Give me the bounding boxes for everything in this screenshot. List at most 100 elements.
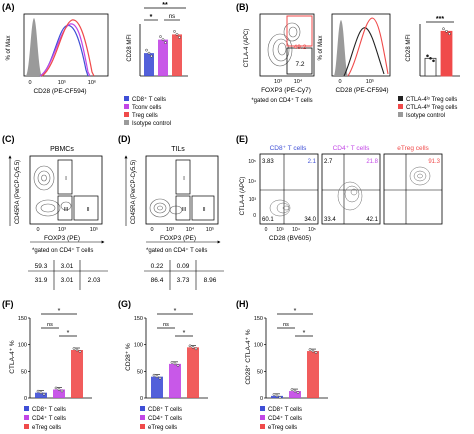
legend-label: CD8⁺ T cells <box>148 406 182 413</box>
panel-d-letter: (D) <box>118 134 131 144</box>
data-point <box>173 362 177 366</box>
legend-label: CD4⁺ T cells <box>148 415 182 422</box>
data-point <box>275 394 279 398</box>
panel-e-plot-frame <box>321 153 381 225</box>
panel-b: (B) 49.2 7.2 CTLA-4 (APC) 10³ 10⁴ FOXP3 … <box>236 2 460 119</box>
panel-h-letter: (H) <box>236 299 249 309</box>
panel-b-contour <box>267 22 301 67</box>
data-point <box>42 392 46 396</box>
panel-b-gate-hi <box>286 15 313 47</box>
panel-c-table-cell: 3.01 <box>61 277 74 284</box>
panel-b-gate-lo <box>286 47 313 75</box>
panel-e-quad-ul: 3.83 <box>262 159 274 165</box>
panel-a-legend-item: Treg cells <box>132 113 158 119</box>
panel-d-title: TILs <box>171 146 185 153</box>
panel-d-contour <box>149 198 183 218</box>
panel-g-bar-chart: 0 50 100 150 * ns * CD8⁺ T cells CD4⁺ T cells eTr… <box>134 308 208 431</box>
data-point <box>176 364 180 367</box>
data-point <box>296 391 300 394</box>
panel-d-xtick: 10³ <box>166 227 174 233</box>
y-tick-label: 100 <box>134 343 143 349</box>
panel-d-table-cell: 3.73 <box>177 277 190 284</box>
bar-cd8 <box>144 53 154 76</box>
data-point <box>78 350 82 353</box>
y-tick-label: 100 <box>18 343 27 349</box>
legend-label: CD8⁺ T cells <box>32 406 66 413</box>
panel-b-isotype-hist <box>334 20 348 76</box>
data-point <box>290 388 294 391</box>
data-point <box>278 396 282 399</box>
bar-ctla-hi <box>440 30 453 77</box>
panel-d-table-cell: 0.22 <box>151 263 164 270</box>
data-point <box>194 347 198 351</box>
panel-e-ytick: 10⁵ <box>248 159 256 165</box>
data-point <box>429 57 432 60</box>
data-point <box>314 351 318 354</box>
panel-c-gate-label: II <box>86 207 90 213</box>
data-point <box>293 389 297 393</box>
legend-label: CD4⁺ T cells <box>268 415 302 422</box>
panel-e-contour <box>269 199 291 217</box>
panel-a-sig-left: * <box>150 14 153 21</box>
panel-b-legend-item: CTLA-4ʰⁱ Treg cells <box>406 103 457 111</box>
data-point <box>147 51 151 55</box>
y-tick-label: 50 <box>21 369 27 375</box>
y-tick-label: 50 <box>257 369 263 375</box>
legend-swatch <box>24 415 29 420</box>
panel-b-hist-ylabel: % of Max <box>318 35 324 60</box>
panel-c-table-cell: 31.9 <box>35 277 48 284</box>
data-point <box>445 29 448 33</box>
y-tick-label: 150 <box>18 316 27 322</box>
panel-e-quad-ur: 91.3 <box>428 159 440 165</box>
bar-tconv <box>158 39 168 76</box>
sig-label: * <box>183 330 186 337</box>
panel-c-plot-frame <box>29 155 103 225</box>
panel-g-letter: (G) <box>118 299 131 309</box>
panel-e-quad-ur: 21.8 <box>366 159 378 165</box>
panel-c-xtick: 10⁵ <box>90 226 98 233</box>
bar-cd4 <box>289 391 301 398</box>
panel-a-letter: (A) <box>2 2 15 12</box>
panel-b-contour-xlabel: FOXP3 (PE-Cy7) <box>261 87 311 94</box>
panel-c-table-cell: 2.03 <box>88 277 101 284</box>
data-point <box>152 373 156 377</box>
panel-c-contour <box>33 165 72 217</box>
panel-e-quad-lr: 34.0 <box>304 217 316 223</box>
panel-b-bar-chart <box>419 24 460 77</box>
panel-e-plot-title-cd8: CD8⁺ T cells <box>270 145 308 152</box>
panel-b-bar-ylabel: CD28 MFI <box>406 34 412 62</box>
panel-c-xtick: 0 <box>36 227 39 233</box>
panel-e-xtick: 10³ <box>276 227 284 233</box>
panel-c-gate-3 <box>57 195 73 221</box>
panel-e-plot-frame <box>259 153 319 225</box>
data-point <box>145 48 148 52</box>
sig-label: * <box>303 330 306 337</box>
bar-cd4 <box>169 363 181 398</box>
panel-a-legend-item: CD8⁺ T cells <box>132 96 166 103</box>
panel-d-table-cell: 86.4 <box>151 277 164 284</box>
legend-swatch-isotype <box>124 120 129 125</box>
sig-label: ns <box>47 322 53 328</box>
panel-c-xlabel: FOXP3 (PE) <box>44 235 80 242</box>
panel-c-gate-label: I <box>65 176 67 182</box>
panel-b-gate-hi-value: 49.2 <box>294 44 307 51</box>
panel-b-gate-lo-value: 7.2 <box>295 61 304 68</box>
data-point <box>164 41 167 44</box>
panel-d-gate-2 <box>191 195 215 221</box>
panel-e: (E) CTLA-4 (APC) 10⁵ 10⁴ 10³ 0 CD8⁺ T ce… <box>236 134 443 242</box>
panel-a-xtick: 10⁶ <box>88 79 96 86</box>
data-point <box>54 386 58 390</box>
panel-d-gate-label: II <box>202 207 206 213</box>
data-point <box>57 388 61 391</box>
panel-h-bar-chart: 0 50 100 150 * ns * CD8⁺ T cells CD4⁺ T cells eTr… <box>254 308 328 431</box>
sig-label: ns <box>283 322 289 328</box>
panel-e-xtick: 0 <box>265 227 268 233</box>
data-point <box>311 349 315 353</box>
panel-e-contour <box>409 166 431 186</box>
panel-b-legend-item: CTLA-4ˡᵒ Treg cells <box>406 96 457 103</box>
panel-h-ylabel: CD28⁺ CTLA-4⁺ % <box>245 329 252 384</box>
data-point <box>170 361 174 364</box>
data-point <box>36 389 40 393</box>
panel-d-table-cell: 8.96 <box>204 277 217 284</box>
panel-d-xlabel: FOXP3 (PE) <box>160 235 196 242</box>
